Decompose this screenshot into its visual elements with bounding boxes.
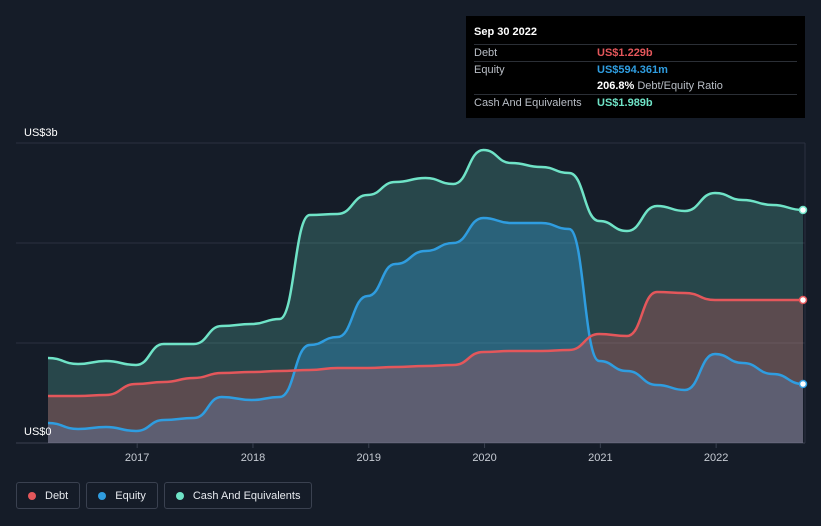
legend-label: Cash And Equivalents: [192, 489, 301, 502]
tooltip-label: Debt: [474, 47, 498, 59]
grid: [16, 142, 806, 444]
tooltip-value: US$1.989b: [597, 97, 653, 109]
legend: Debt Equity Cash And Equivalents: [16, 482, 313, 509]
tooltip-value: US$1.229b: [597, 47, 653, 59]
tooltip-value: 206.8%: [597, 80, 635, 92]
legend-label: Equity: [115, 489, 146, 502]
x-tick-label: 2019: [357, 452, 381, 464]
legend-label: Debt: [45, 489, 69, 502]
axes: US$3b US$0 2017 2018 2019 2020 2021 2022: [24, 127, 728, 464]
x-tick-label: 2020: [472, 452, 496, 464]
tooltip-row-cash: Cash And Equivalents US$1.989b: [474, 94, 797, 111]
legend-item-cash[interactable]: Cash And Equivalents: [163, 482, 313, 509]
debt-end-marker: [798, 295, 808, 305]
tooltip-label: Cash And Equivalents: [474, 97, 582, 109]
cash-and-equivalents-area: [48, 150, 803, 443]
equity-end-marker: [798, 379, 808, 389]
tooltip-row-ratio: 206.8% Debt/Equity Ratio: [474, 78, 797, 94]
legend-item-equity[interactable]: Equity: [86, 482, 158, 509]
series-lines: [47, 148, 804, 433]
x-tick-label: 2017: [125, 452, 149, 464]
tooltip-value: US$594.361m: [597, 64, 668, 76]
tooltip-row-equity: Equity US$594.361m: [474, 61, 797, 78]
tooltip-row-debt: Debt US$1.229b: [474, 44, 797, 61]
y-axis-zero-label: US$0: [24, 426, 52, 438]
tooltip-label: Equity: [474, 64, 505, 76]
legend-item-debt[interactable]: Debt: [16, 482, 81, 509]
cash-dot-icon: [175, 491, 184, 500]
end-markers: [798, 205, 808, 389]
debt-dot-icon: [28, 491, 36, 500]
tooltip-label: [474, 78, 597, 94]
equity-dot-icon: [98, 491, 107, 500]
debt-line: [47, 290, 803, 398]
cash-and-equivalents-end-marker: [798, 205, 808, 215]
x-tick-label: 2021: [588, 452, 612, 464]
series-areas: [48, 150, 803, 443]
cash-and-equivalents-line: [47, 148, 804, 367]
x-tick-label: 2018: [241, 452, 265, 464]
debt-area: [48, 292, 803, 443]
y-axis-top-label: US$3b: [24, 127, 58, 139]
equity-area: [48, 218, 803, 443]
tooltip-date: Sep 30 2022: [474, 26, 537, 38]
tooltip-suffix: Debt/Equity Ratio: [637, 80, 723, 92]
x-tick-label: 2022: [704, 452, 728, 464]
equity-line: [47, 216, 804, 433]
tooltip-panel: Sep 30 2022 Debt US$1.229b Equity US$594…: [466, 16, 805, 118]
